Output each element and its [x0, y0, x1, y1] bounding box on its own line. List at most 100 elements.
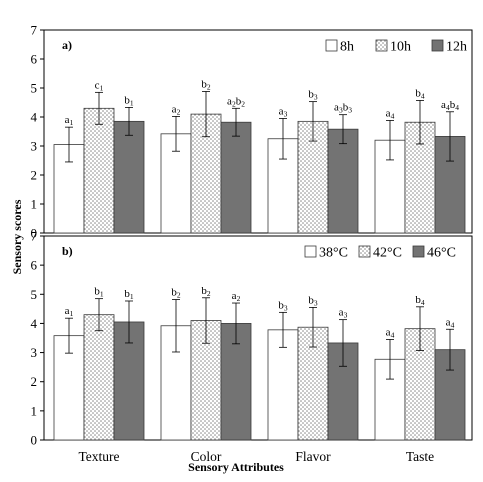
- bar: [83, 107, 115, 234]
- significance-letter: a: [339, 307, 344, 319]
- y-tick-label: 1: [31, 403, 38, 418]
- significance-label: a4: [446, 316, 455, 329]
- significance-subscript: 3: [284, 303, 288, 312]
- significance-letter: b: [308, 294, 314, 306]
- significance-subscript: 3: [314, 298, 318, 307]
- significance-subscript: 4: [421, 298, 425, 307]
- significance-letter: b: [236, 95, 242, 107]
- significance-letter: b: [124, 94, 130, 106]
- significance-letter: a: [386, 326, 391, 338]
- panel-frame: [43, 235, 473, 441]
- significance-subscript: 2: [237, 294, 241, 303]
- significance-subscript: 2: [241, 99, 245, 108]
- significance-subscript: 2: [232, 99, 236, 108]
- y-tick-label: 7: [31, 229, 38, 244]
- significance-subscript: 2: [177, 291, 181, 300]
- significance-label: c1: [95, 79, 104, 92]
- significance-letter: a: [334, 102, 339, 114]
- significance-label: b2: [171, 287, 181, 300]
- significance-label: a3b3: [334, 102, 352, 115]
- significance-letter: b: [171, 287, 177, 299]
- significance-label: b4: [415, 87, 425, 100]
- significance-subscript: 3: [344, 311, 348, 320]
- panel-frame: [43, 29, 473, 234]
- significance-subscript: 4: [455, 103, 459, 112]
- y-tick-label: 4: [31, 110, 38, 125]
- bar: [83, 314, 115, 441]
- significance-subscript: 3: [339, 106, 343, 115]
- significance-subscript: 1: [130, 98, 134, 107]
- significance-letter: a: [279, 105, 284, 117]
- bar: [113, 321, 145, 441]
- y-tick-label: 1: [31, 197, 38, 212]
- x-tick-label: Taste: [406, 449, 434, 464]
- significance-subscript: 3: [284, 109, 288, 118]
- y-tick-label: 2: [31, 168, 38, 183]
- significance-label: b1: [124, 94, 134, 107]
- y-tick-label: 4: [31, 316, 38, 331]
- significance-letter: b: [415, 87, 421, 99]
- y-tick-label: 3: [31, 139, 38, 154]
- significance-subscript: 1: [100, 290, 104, 299]
- significance-subscript: 1: [130, 292, 134, 301]
- y-tick-label: 0: [31, 433, 38, 448]
- x-tick-label: Texture: [78, 449, 119, 464]
- legend-label: 8h: [340, 40, 354, 55]
- significance-letter: b: [450, 99, 456, 111]
- legend-label: 12h: [446, 40, 467, 55]
- significance-subscript: 2: [207, 289, 211, 298]
- significance-label: a1: [65, 114, 74, 127]
- legend: 38°C 42°C 46°C: [304, 245, 456, 261]
- significance-label: a2b2: [227, 95, 245, 108]
- legend-label: 42°C: [373, 246, 402, 261]
- y-tick-label: 5: [31, 81, 38, 96]
- significance-label: b3: [308, 89, 318, 102]
- significance-label: b3: [308, 294, 318, 307]
- significance-letter: a: [232, 290, 237, 302]
- significance-label: a1: [65, 305, 74, 318]
- significance-letter: a: [172, 103, 177, 115]
- significance-letter: b: [278, 299, 284, 311]
- bar: [267, 329, 299, 441]
- y-tick-label: 0: [31, 226, 38, 241]
- y-tick-label: 7: [31, 23, 38, 38]
- x-tick-label: Color: [191, 449, 222, 464]
- significance-label: a4: [386, 326, 395, 339]
- panel-label: b): [62, 244, 73, 258]
- significance-letter: b: [343, 102, 349, 114]
- significance-subscript: 1: [100, 83, 104, 92]
- significance-letter: a: [65, 305, 70, 317]
- x-tick-label: Flavor: [295, 449, 331, 464]
- significance-label: a3: [339, 307, 348, 320]
- significance-letter: b: [124, 288, 130, 300]
- significance-label: a2: [232, 290, 241, 303]
- significance-subscript: 4: [451, 320, 455, 329]
- significance-label: a4b4: [441, 99, 459, 112]
- significance-letter: a: [227, 95, 232, 107]
- y-tick-label: 3: [31, 345, 38, 360]
- legend-swatch: [325, 39, 338, 52]
- significance-letter: a: [441, 99, 446, 111]
- legend-label: 46°C: [427, 246, 456, 261]
- bar: [113, 120, 145, 234]
- panel-label: a): [62, 38, 72, 52]
- significance-subscript: 3: [348, 106, 352, 115]
- significance-subscript: 2: [207, 82, 211, 91]
- legend-label: 10h: [390, 40, 411, 55]
- legend-swatch: [358, 245, 371, 258]
- significance-letter: b: [201, 285, 207, 297]
- significance-letter: a: [446, 316, 451, 328]
- bar: [220, 121, 252, 234]
- significance-subscript: 1: [70, 309, 74, 318]
- significance-label: b2: [201, 78, 211, 91]
- significance-label: a4: [386, 107, 395, 120]
- significance-letter: a: [65, 114, 70, 126]
- significance-subscript: 4: [391, 111, 395, 120]
- y-tick-label: 2: [31, 374, 38, 389]
- y-tick-label: 6: [31, 52, 38, 67]
- significance-letter: b: [201, 78, 207, 90]
- legend-swatch: [375, 39, 388, 52]
